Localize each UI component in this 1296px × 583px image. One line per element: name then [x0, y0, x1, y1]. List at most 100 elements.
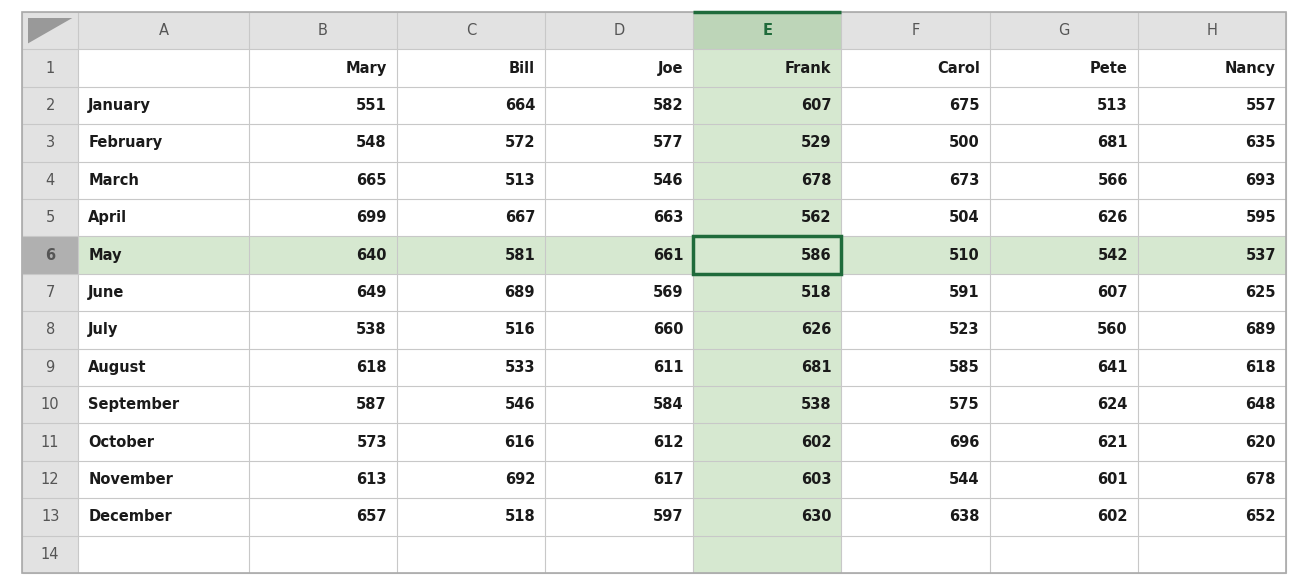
Text: 577: 577: [653, 135, 683, 150]
Text: Bill: Bill: [509, 61, 535, 76]
Text: 641: 641: [1098, 360, 1128, 375]
Text: 663: 663: [653, 210, 683, 225]
Text: 611: 611: [653, 360, 683, 375]
Text: 566: 566: [1098, 173, 1128, 188]
Text: 649: 649: [356, 285, 388, 300]
Text: 597: 597: [653, 510, 683, 524]
Text: 640: 640: [356, 248, 388, 262]
Bar: [693, 236, 841, 274]
Text: 661: 661: [653, 248, 683, 262]
Text: 562: 562: [801, 210, 832, 225]
Text: 529: 529: [801, 135, 832, 150]
Text: 546: 546: [653, 173, 683, 188]
Text: 595: 595: [1245, 210, 1277, 225]
Text: Nancy: Nancy: [1225, 61, 1277, 76]
Text: 652: 652: [1245, 510, 1277, 524]
Text: 587: 587: [356, 397, 388, 412]
Text: 585: 585: [949, 360, 980, 375]
Text: 678: 678: [801, 173, 832, 188]
Text: 603: 603: [801, 472, 832, 487]
Text: March: March: [88, 173, 139, 188]
Text: February: February: [88, 135, 162, 150]
Text: May: May: [88, 248, 122, 262]
Text: 692: 692: [504, 472, 535, 487]
Bar: [22, 12, 78, 50]
Text: Mary: Mary: [346, 61, 388, 76]
Text: 14: 14: [41, 547, 60, 562]
Text: 575: 575: [949, 397, 980, 412]
Text: 607: 607: [1098, 285, 1128, 300]
Text: 569: 569: [653, 285, 683, 300]
Text: 537: 537: [1245, 248, 1277, 262]
Text: 665: 665: [356, 173, 388, 188]
Text: 616: 616: [504, 434, 535, 449]
Text: 699: 699: [356, 210, 388, 225]
Text: 5: 5: [45, 210, 54, 225]
Text: 626: 626: [1098, 210, 1128, 225]
Text: 516: 516: [504, 322, 535, 338]
Text: 6: 6: [45, 248, 56, 262]
Text: July: July: [88, 322, 119, 338]
Text: 693: 693: [1245, 173, 1277, 188]
Text: B: B: [318, 23, 328, 38]
Text: 510: 510: [949, 248, 980, 262]
Text: 518: 518: [801, 285, 832, 300]
Text: Carol: Carol: [937, 61, 980, 76]
Text: 620: 620: [1245, 434, 1277, 449]
Text: 572: 572: [504, 135, 535, 150]
Text: 1: 1: [45, 61, 54, 76]
Bar: [22, 50, 78, 573]
Text: 2: 2: [45, 98, 54, 113]
Text: June: June: [88, 285, 124, 300]
Bar: [22, 236, 78, 274]
Text: 11: 11: [41, 434, 60, 449]
Text: 657: 657: [356, 510, 388, 524]
Text: 591: 591: [949, 285, 980, 300]
Text: 602: 602: [801, 434, 832, 449]
Text: 584: 584: [653, 397, 683, 412]
Text: 518: 518: [504, 510, 535, 524]
Text: 10: 10: [41, 397, 60, 412]
Text: 602: 602: [1098, 510, 1128, 524]
Text: G: G: [1058, 23, 1069, 38]
Text: D: D: [613, 23, 625, 38]
Text: 618: 618: [356, 360, 388, 375]
Text: December: December: [88, 510, 172, 524]
Text: 538: 538: [801, 397, 832, 412]
Text: 626: 626: [801, 322, 832, 338]
Polygon shape: [29, 18, 73, 43]
Text: 542: 542: [1098, 248, 1128, 262]
Text: 638: 638: [949, 510, 980, 524]
Text: September: September: [88, 397, 179, 412]
Text: 667: 667: [504, 210, 535, 225]
Text: 538: 538: [356, 322, 388, 338]
Text: 3: 3: [45, 135, 54, 150]
Bar: [22, 236, 1286, 274]
Text: August: August: [88, 360, 146, 375]
Text: April: April: [88, 210, 127, 225]
Text: 696: 696: [949, 434, 980, 449]
Text: 513: 513: [504, 173, 535, 188]
Text: 625: 625: [1245, 285, 1277, 300]
Text: 618: 618: [1245, 360, 1277, 375]
Text: 681: 681: [801, 360, 832, 375]
Text: 523: 523: [949, 322, 980, 338]
Text: October: October: [88, 434, 154, 449]
Text: 560: 560: [1098, 322, 1128, 338]
Text: 678: 678: [1245, 472, 1277, 487]
Text: A: A: [158, 23, 168, 38]
Text: 533: 533: [504, 360, 535, 375]
Text: C: C: [465, 23, 476, 38]
Text: 513: 513: [1098, 98, 1128, 113]
Text: 689: 689: [504, 285, 535, 300]
Text: 675: 675: [949, 98, 980, 113]
Text: November: November: [88, 472, 174, 487]
Text: Joe: Joe: [658, 61, 683, 76]
Text: 500: 500: [949, 135, 980, 150]
Text: 546: 546: [504, 397, 535, 412]
Text: 4: 4: [45, 173, 54, 188]
Bar: [22, 12, 1286, 50]
Text: 8: 8: [45, 322, 54, 338]
Text: 551: 551: [356, 98, 388, 113]
Text: 612: 612: [653, 434, 683, 449]
